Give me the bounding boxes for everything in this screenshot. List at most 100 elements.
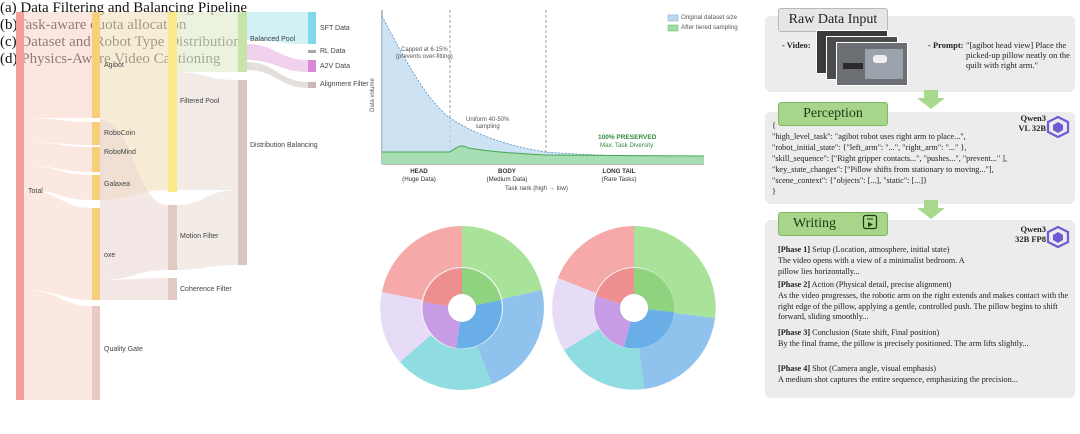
perception-line-5: "scene_context": {"objects": [...], "sta… <box>772 176 928 185</box>
region-tail-sub: (Rare Tasks) <box>601 176 637 183</box>
flow-sources-motion <box>100 120 168 280</box>
node-agibot-bar <box>92 12 100 118</box>
label-alignment-filter: Alignment Filter <box>320 81 369 88</box>
right-outer-green <box>634 226 716 318</box>
phase-1-text: The video opens with a view of a minimal… <box>778 256 965 276</box>
node-sft-bar <box>308 12 316 44</box>
annot-cap: Capped at 6-15% (prevents over-fitting) <box>396 47 453 60</box>
node-a2v-bar <box>308 60 316 72</box>
flow-total-galaxea <box>24 166 92 200</box>
flow-motion-dist <box>177 190 238 270</box>
panel-a-sankey: Total Agibot RoboCoin RoboMind Galaxea o… <box>0 0 1080 400</box>
right-outer-lav <box>552 278 599 350</box>
phase-2-text: As the video progresses, the robotic arm… <box>778 291 1069 322</box>
arrow-raw-to-perception <box>917 90 945 109</box>
phase-1-header: [Phase 1] Setup (Location, atmosphere, i… <box>778 245 1066 256</box>
label-oxe: oxe <box>104 252 116 259</box>
legend-original: Original dataset size <box>681 14 738 21</box>
robot-arm-shape <box>843 63 863 69</box>
sankey-flows <box>16 12 316 400</box>
pillow-shape <box>873 55 887 63</box>
node-coherence-bar <box>168 278 177 300</box>
perception-line-0: { <box>772 121 776 130</box>
region-head-sub: (Huge Data) <box>402 176 436 183</box>
arrow-perception-to-writing <box>917 200 945 219</box>
sunburst-svg <box>380 226 716 390</box>
label-quality-gate: Quality Gate <box>104 346 143 353</box>
perception-panel <box>765 112 1075 204</box>
raw-input-title: Raw Data Input <box>778 8 888 32</box>
prompt-text: "[agibot head view] Place the picked-up … <box>966 40 1070 70</box>
quota-chart-svg <box>381 10 705 165</box>
left-outer-lav <box>380 292 431 362</box>
perception-model: Qwen3 VL 32B <box>1018 113 1046 133</box>
writing-panel <box>765 220 1075 398</box>
phase-2-tag: [Phase 2] <box>778 280 811 289</box>
node-motion-bar <box>168 205 177 270</box>
label-balanced-pool: Balanced Pool <box>250 36 296 43</box>
node-balanced-bar <box>238 12 247 72</box>
flow-total-quality <box>24 290 92 400</box>
node-quality-bar <box>92 306 100 400</box>
flow-filtered-dist <box>177 72 238 190</box>
phase-1-head: Setup (Location, atmosphere, initial sta… <box>810 245 950 254</box>
perception-line-6: } <box>772 187 776 196</box>
label-agibot: Agibot <box>104 62 124 69</box>
node-robomind-bar <box>92 147 100 172</box>
right-center <box>620 294 648 322</box>
annot-uniform: Uniform 40-50% sampling <box>466 117 510 130</box>
writing-edit-icon <box>862 214 878 230</box>
label-a2v-data: A2V Data <box>320 63 350 70</box>
sunburst-right <box>552 226 716 390</box>
perception-line-1: "high_level_task": "agibot robot uses ri… <box>772 132 966 141</box>
label-sft-data: SFT Data <box>320 25 350 32</box>
phase-4-head: Shot (Camera angle, visual emphasis) <box>810 364 937 373</box>
node-dist-bar <box>238 80 247 265</box>
label-total: Total <box>28 188 43 195</box>
label-motion-filter: Motion Filter <box>180 233 219 240</box>
prompt-label: - Prompt: <box>928 40 964 50</box>
y-label: Data volume <box>369 78 376 112</box>
flow-total-robomind <box>24 142 92 172</box>
legend-sampled: After tiered sampling <box>681 24 738 31</box>
region-body: BODY <box>498 168 516 175</box>
legend-swatch-sampled <box>667 24 679 32</box>
right-outer-blue <box>639 313 715 389</box>
original-area <box>382 16 704 164</box>
flow-total-agibot <box>24 12 92 118</box>
phase-2-head: Action (Physical detail, precise alignme… <box>810 280 952 289</box>
perception-line-2: "robot_initial_state": {"left_arm": "...… <box>772 143 967 152</box>
x-label: Task rank (high → low) <box>505 185 568 192</box>
node-filtered-bar <box>168 12 177 192</box>
right-outer-red <box>558 226 634 293</box>
video-frame-3 <box>836 42 908 86</box>
perception-line-3: "skill_sequence": ["Right gripper contac… <box>772 154 1008 163</box>
left-center <box>448 294 476 322</box>
annot-preserved: 100% PRESERVED <box>598 134 657 141</box>
phase-3-text: By the final frame, the pillow is precis… <box>778 339 1029 348</box>
perception-title: Perception <box>778 102 888 126</box>
region-tail: LONG TAIL <box>602 168 636 175</box>
perception-line-4: "key_state_changes": ["Pillow shifts fro… <box>772 165 994 174</box>
panel-d-captioning: Raw Data Input - Video: - Prompt: "[agib… <box>0 8 1080 398</box>
phase-2-header: [Phase 2] Action (Physical detail, preci… <box>778 280 1066 291</box>
label-distribution-balancing: Distribution Balancing <box>250 142 318 149</box>
label-galaxea: Galaxea <box>104 181 131 188</box>
flow-oxe-coherence <box>100 278 168 300</box>
writing-model: Qwen3 32B FP8 <box>1015 224 1046 244</box>
node-rl-bar <box>308 50 316 53</box>
qwen-logo-icon <box>1046 226 1070 248</box>
node-total-bar <box>16 12 24 400</box>
label-robocoin: RoboCoin <box>104 130 136 137</box>
region-head: HEAD <box>410 168 428 175</box>
node-align-bar <box>308 82 316 88</box>
flow-balanced-sft <box>247 12 308 44</box>
sunburst-left <box>380 226 544 390</box>
sampled-line <box>382 145 705 157</box>
flow-total-oxe <box>24 190 92 300</box>
right-outer-teal <box>564 329 644 390</box>
label-rl-data: RL Data <box>320 48 346 55</box>
flow-total-robocoin <box>24 118 92 145</box>
label-filtered-pool: Filtered Pool <box>180 98 220 105</box>
left-outer-green <box>462 226 542 299</box>
